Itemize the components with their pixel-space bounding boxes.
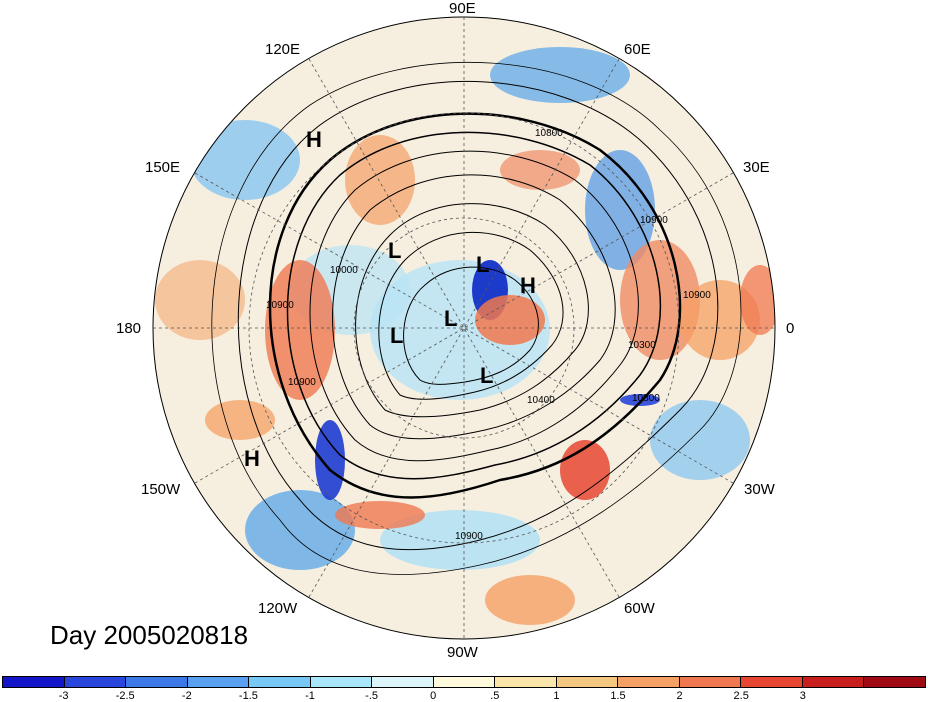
low-pressure-marker: L	[476, 252, 490, 277]
longitude-label-180: 180	[116, 320, 142, 337]
colorbar-swatch	[556, 677, 619, 687]
contour-label: 10900	[288, 377, 316, 388]
colorbar-swatch	[187, 677, 250, 687]
low-pressure-marker: L	[390, 323, 404, 348]
longitude-label-30e: 30E	[743, 159, 770, 176]
anomaly-field	[153, 17, 775, 639]
colorbar	[2, 676, 926, 688]
colorbar-swatch	[618, 677, 680, 687]
colorbar-tick-label: 1	[553, 690, 560, 702]
low-pressure-marker: L	[388, 238, 402, 263]
longitude-label-120e: 120E	[265, 41, 301, 58]
high-pressure-marker: H	[520, 273, 536, 298]
longitude-label-0: 0	[786, 320, 795, 337]
contour-label: 10900	[683, 290, 711, 301]
colorbar-swatch	[433, 677, 496, 687]
colorbar-swatch	[249, 677, 311, 687]
colorbar-tick-label: 1.5	[610, 690, 626, 702]
colorbar-tick-label: .5	[490, 690, 500, 702]
longitude-label-30w: 30W	[744, 481, 775, 498]
longitude-label-150w: 150W	[141, 481, 181, 498]
colorbar-tick-label: -2	[181, 690, 192, 702]
colorbar-tick-label: -.5	[365, 690, 379, 702]
colorbar-swatch	[3, 677, 65, 687]
colorbar-tick-label: -1.5	[238, 690, 258, 702]
colorbar-tick-label: -1	[305, 690, 315, 702]
low-pressure-marker: L	[444, 306, 458, 331]
colorbar-swatch	[679, 677, 742, 687]
longitude-label-60e: 60E	[624, 41, 651, 58]
contour-label: 10900	[266, 300, 294, 311]
longitude-label-90w: 90W	[447, 644, 478, 661]
longitude-label-150e: 150E	[145, 159, 181, 176]
low-pressure-marker: L	[480, 363, 494, 388]
contour-label: 10900	[455, 531, 483, 542]
longitude-label-60w: 60W	[624, 600, 655, 617]
contour-label: 10900	[640, 215, 668, 226]
colorbar-tick-label: 2.5	[733, 690, 749, 702]
contour-label: 10000	[330, 265, 358, 276]
contour-label: 10400	[527, 395, 555, 406]
day-title: Day 2005020818	[50, 620, 249, 650]
colorbar-swatch	[802, 677, 865, 687]
colorbar-tick-label: 3	[799, 690, 806, 702]
colorbar-swatch	[310, 677, 373, 687]
colorbar-tick-label: 0	[430, 690, 437, 702]
colorbar-swatch	[64, 677, 127, 687]
colorbar-tick-label: -3	[58, 690, 69, 702]
contour-label: 10300	[628, 340, 656, 351]
longitude-label-90e: 90E	[449, 0, 476, 17]
longitude-label-120w: 120W	[258, 600, 298, 617]
contour-label: 10800	[632, 393, 660, 404]
high-pressure-marker: H	[306, 127, 322, 152]
high-pressure-marker: H	[244, 446, 260, 471]
colorbar-swatch	[126, 677, 188, 687]
colorbar-tick-label: -2.5	[115, 690, 135, 702]
contour-label: 10800	[535, 128, 563, 139]
colorbar-swatch	[372, 677, 434, 687]
colorbar-swatch	[741, 677, 803, 687]
graticule	[153, 17, 775, 639]
colorbar-swatch	[864, 677, 925, 687]
colorbar-swatch	[495, 677, 557, 687]
colorbar-tick-label: 2	[676, 690, 683, 702]
